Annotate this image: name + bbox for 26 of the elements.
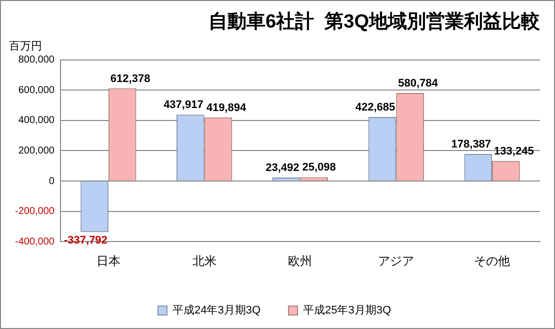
data-label: 419,894 [206, 102, 247, 114]
data-label: 612,378 [110, 72, 150, 85]
data-label: 23,492 [266, 162, 300, 174]
y-tick-label: 600,000 [18, 84, 55, 96]
y-tick-label: 0 [48, 176, 55, 187]
y-axis-title: 百万円 [8, 40, 42, 52]
legend-label: 平成24年3月期3Q [172, 304, 261, 317]
y-tick-label: -200,000 [14, 206, 55, 218]
data-label: 25,098 [302, 162, 336, 174]
data-label: 422,685 [355, 101, 396, 114]
chart-title: 自動車6社計 第3Q地域別営業利益比較 [208, 10, 541, 33]
x-tick-label: アジア [378, 254, 414, 268]
y-tick-label: 200,000 [18, 145, 55, 156]
x-tick-label: 日本 [96, 254, 120, 268]
x-tick-label: 北米 [192, 254, 216, 268]
data-label: 437,917 [164, 99, 204, 112]
legend-label: 平成25年3月期3Q [303, 304, 392, 317]
y-tick-label: -400,000 [14, 236, 55, 248]
data-label: 580,784 [398, 78, 439, 90]
data-label: -337,792 [64, 234, 108, 247]
x-tick-label: 欧州 [288, 254, 312, 268]
y-tick-label: 800,000 [18, 54, 55, 66]
data-label: 133,245 [494, 145, 534, 158]
data-label: 178,387 [451, 138, 492, 151]
x-tick-label: その他 [474, 254, 510, 268]
y-tick-label: 400,000 [18, 115, 55, 126]
